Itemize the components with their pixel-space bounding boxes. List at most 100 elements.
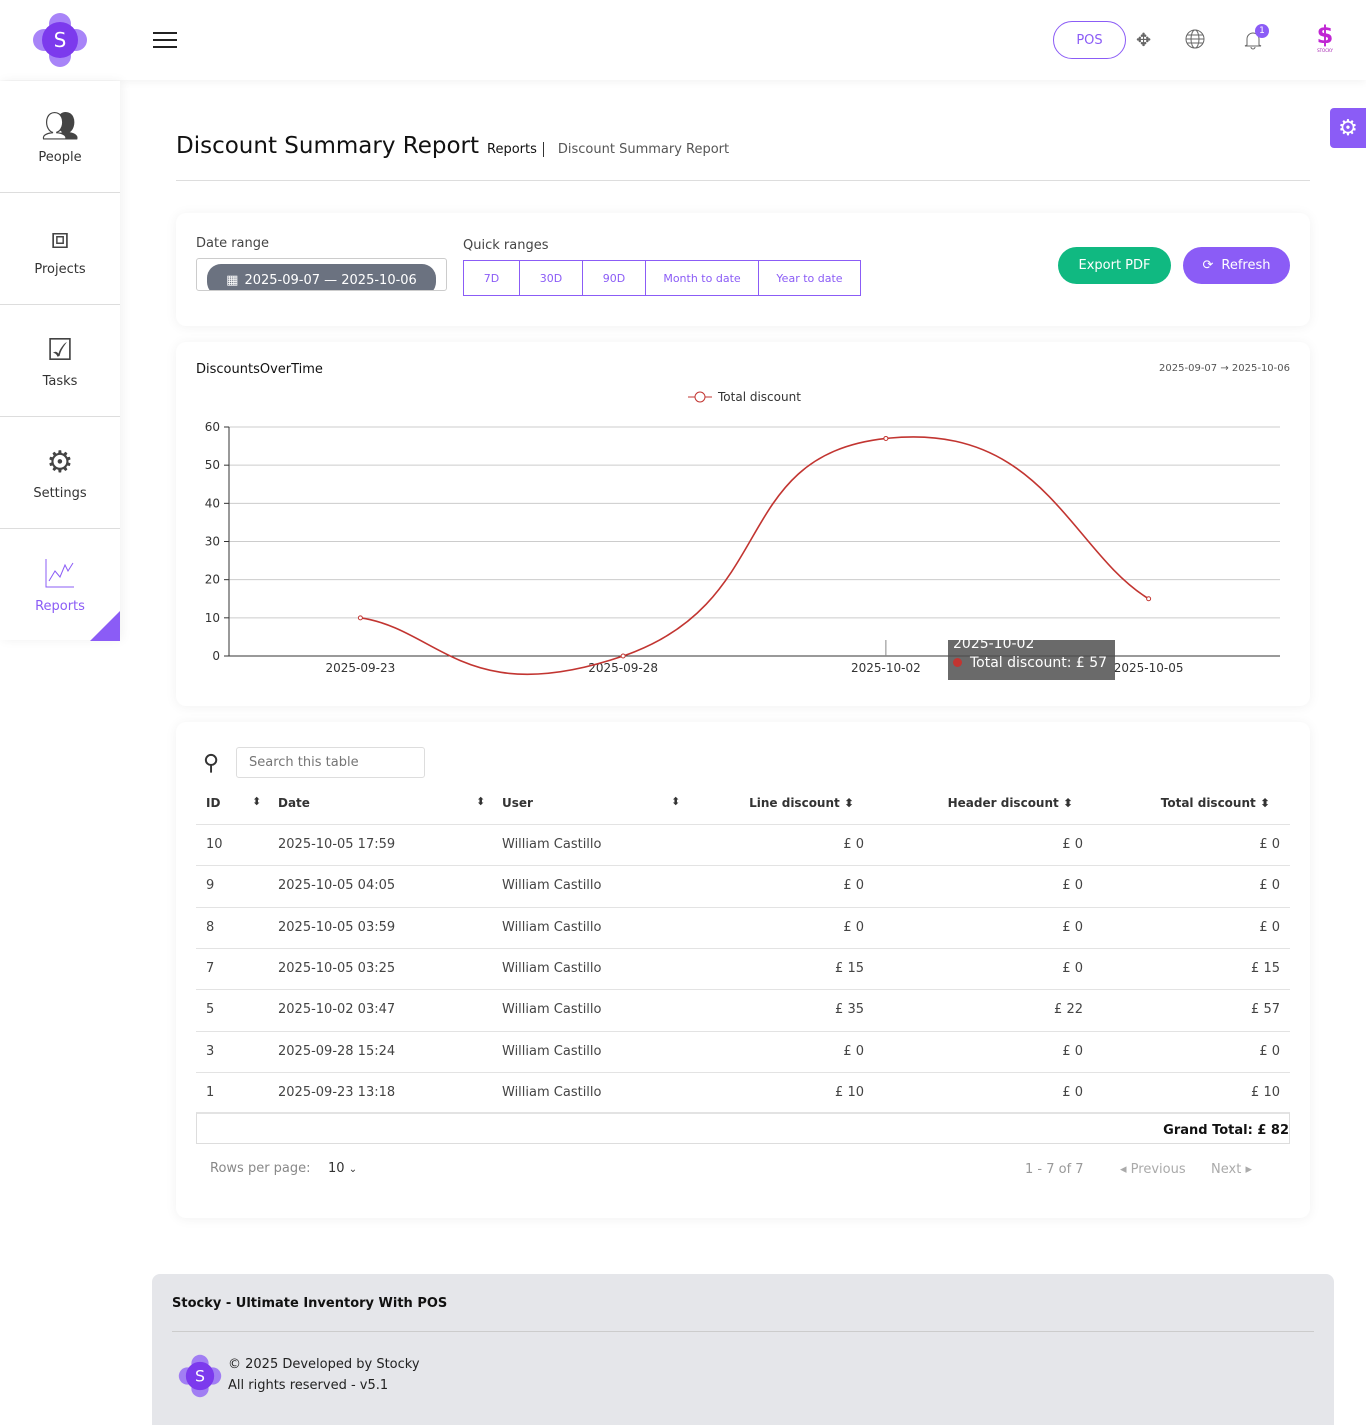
user-avatar[interactable]: $ STOCKY xyxy=(1316,21,1334,53)
cell-line-discount: £ 0 xyxy=(843,1043,864,1059)
breadcrumb-parent[interactable]: Reports xyxy=(487,142,544,157)
data-point xyxy=(883,435,889,441)
table-row[interactable]: 10 2025-10-05 17:59 William Castillo £ 0 £ 0… xyxy=(196,824,1290,865)
top-bar: S POS ✥ 1 $ STOCKY xyxy=(0,0,1366,80)
cell-date: 2025-10-05 17:59 xyxy=(278,837,396,852)
footer: Stocky - Ultimate Inventory With POS S ©… xyxy=(152,1274,1334,1425)
column-header-user[interactable]: User xyxy=(502,796,533,810)
cell-line-discount: £ 0 xyxy=(843,878,864,894)
table-row[interactable]: 5 2025-10-02 03:47 William Castillo £ 35 £ 2… xyxy=(196,989,1290,1030)
x-tick-label: 2025-09-28 xyxy=(588,661,658,675)
table-row[interactable]: 9 2025-10-05 04:05 William Castillo £ 0 £ 0 £… xyxy=(196,865,1290,906)
pos-button[interactable]: POS xyxy=(1053,21,1126,59)
cell-id: 9 xyxy=(206,878,215,894)
divider xyxy=(176,180,1310,181)
page-info: 1 - 7 of 7 xyxy=(1025,1162,1084,1177)
cell-date: 2025-10-05 03:25 xyxy=(278,960,396,976)
x-tick-label: 2025-10-05 xyxy=(1114,661,1184,675)
cell-date: 2025-09-28 15:24 xyxy=(278,1043,396,1059)
cell-date: 2025-09-23 13:18 xyxy=(278,1084,396,1100)
settings-drive-icon: ⚙ xyxy=(46,444,74,480)
search-icon: ⚲ xyxy=(203,751,220,776)
cell-line-discount: £ 35 xyxy=(835,1002,864,1018)
column-header-line-discount[interactable]: Line discount ⬍ xyxy=(749,796,854,810)
column-header-id[interactable]: ID xyxy=(206,796,221,810)
sort-icon[interactable]: ⬍ xyxy=(476,795,486,808)
cell-user: William Castillo xyxy=(502,960,602,976)
column-header-header-discount[interactable]: Header discount ⬍ xyxy=(947,796,1073,810)
breadcrumb-current: Discount Summary Report xyxy=(557,142,730,157)
cell-header-discount: £ 0 xyxy=(1062,1084,1083,1100)
y-tick-label: 0 xyxy=(212,649,220,663)
grand-total: Grand Total: £ 82 xyxy=(196,1112,1290,1144)
sidebar-item-tasks[interactable]: ☑ Tasks xyxy=(0,305,120,417)
cell-user: William Castillo xyxy=(502,1043,602,1059)
footer-logo: S xyxy=(178,1354,222,1402)
previous-button[interactable]: ◂ Previous xyxy=(1120,1162,1186,1177)
x-tick-label: 2025-09-23 xyxy=(326,661,396,675)
table-row[interactable]: 7 2025-10-05 03:25 William Castillo £ 15 £ 0… xyxy=(196,947,1290,989)
quick-range-year-to-date[interactable]: Year to date xyxy=(758,260,861,296)
chart-card: DiscountsOverTime 2025-09-07 → 2025-10-0… xyxy=(176,342,1310,706)
footer-copyright: © 2025 Developed by Stocky xyxy=(228,1357,420,1372)
cell-id: 8 xyxy=(206,919,215,935)
cell-id: 1 xyxy=(206,1084,215,1100)
cell-total-discount: £ 0 xyxy=(1259,1043,1280,1059)
cell-total-discount: £ 15 xyxy=(1251,960,1280,976)
app-logo[interactable]: S xyxy=(32,12,88,72)
cell-line-discount: £ 10 xyxy=(835,1084,864,1100)
footer-rights: All rights reserved - v5.1 xyxy=(228,1378,389,1393)
quick-range-month-to-date[interactable]: Month to date xyxy=(645,260,759,296)
customizer-gear-icon[interactable]: ⚙ xyxy=(1330,108,1366,148)
cell-header-discount: £ 0 xyxy=(1062,837,1083,852)
menu-toggle-icon[interactable] xyxy=(153,32,177,48)
quick-ranges-label: Quick ranges xyxy=(463,238,549,253)
date-range-input[interactable]: ▦ 2025-09-07 — 2025-10-06 xyxy=(196,258,447,291)
sidebar-item-reports[interactable]: Reports xyxy=(0,529,120,641)
chart-range: 2025-09-07 → 2025-10-06 xyxy=(1159,363,1290,374)
cell-line-discount: £ 15 xyxy=(835,960,864,976)
column-header-total-discount[interactable]: Total discount ⬍ xyxy=(1160,796,1270,810)
legend-label: Total discount xyxy=(717,390,801,404)
cell-user: William Castillo xyxy=(502,919,602,935)
discounts-line-chart: 0 10 20 30 40 50 60 2025-09-23 2025-09-28 2025-10… xyxy=(205,390,1280,676)
svg-text:S: S xyxy=(195,1367,205,1386)
sort-icon[interactable]: ⬍ xyxy=(252,795,262,808)
sidebar-item-settings[interactable]: ⚙ Settings xyxy=(0,417,120,529)
cell-total-discount: £ 0 xyxy=(1259,919,1280,935)
cell-user: William Castillo xyxy=(502,837,602,852)
cell-id: 3 xyxy=(206,1043,215,1059)
cell-line-discount: £ 0 xyxy=(843,919,864,935)
quick-range-30d[interactable]: 30D xyxy=(519,260,583,296)
column-header-date[interactable]: Date xyxy=(278,796,310,810)
date-range-label: Date range xyxy=(196,236,270,251)
chart-icon xyxy=(44,557,76,593)
globe-icon[interactable] xyxy=(1185,29,1205,53)
cell-header-discount: £ 0 xyxy=(1062,960,1083,976)
y-tick-label: 60 xyxy=(205,420,220,434)
y-tick-label: 40 xyxy=(205,496,220,510)
page-title: Discount Summary Report xyxy=(176,133,479,159)
quick-range-7d[interactable]: 7D xyxy=(463,260,520,296)
data-point xyxy=(1146,596,1152,602)
sidebar-item-people[interactable]: 👥︎ People xyxy=(0,81,120,193)
table-row[interactable]: 8 2025-10-05 03:59 William Castillo £ 0 £ 0 £… xyxy=(196,906,1290,948)
export-pdf-button[interactable]: Export PDF xyxy=(1058,247,1171,284)
chart-tooltip: 2025-10-02 Total discount: £ 57 xyxy=(948,640,1115,680)
cell-date: 2025-10-05 04:05 xyxy=(278,878,396,894)
series-line xyxy=(360,436,1150,676)
sort-icon[interactable]: ⬍ xyxy=(671,795,681,808)
y-tick-label: 10 xyxy=(205,611,220,625)
table-row[interactable]: 1 2025-09-23 13:18 William Castillo £ 10 £ 0… xyxy=(196,1071,1290,1113)
sidebar-item-projects[interactable]: ⧈ Projects xyxy=(0,193,120,305)
next-button[interactable]: Next ▸ xyxy=(1211,1162,1252,1177)
quick-range-90d[interactable]: 90D xyxy=(582,260,646,296)
fullscreen-icon[interactable]: ✥ xyxy=(1136,30,1152,51)
table-search-input[interactable] xyxy=(236,747,425,778)
cell-header-discount: £ 0 xyxy=(1062,1043,1083,1059)
rows-per-page-select[interactable]: 10 ⌄ xyxy=(328,1161,358,1176)
table-row[interactable]: 3 2025-09-28 15:24 William Castillo £ 0 £ 0 £… xyxy=(196,1030,1290,1072)
refresh-icon: ⟳ xyxy=(1202,258,1214,273)
cell-header-discount: £ 0 xyxy=(1062,878,1083,894)
refresh-button[interactable]: ⟳ Refresh xyxy=(1183,247,1290,284)
